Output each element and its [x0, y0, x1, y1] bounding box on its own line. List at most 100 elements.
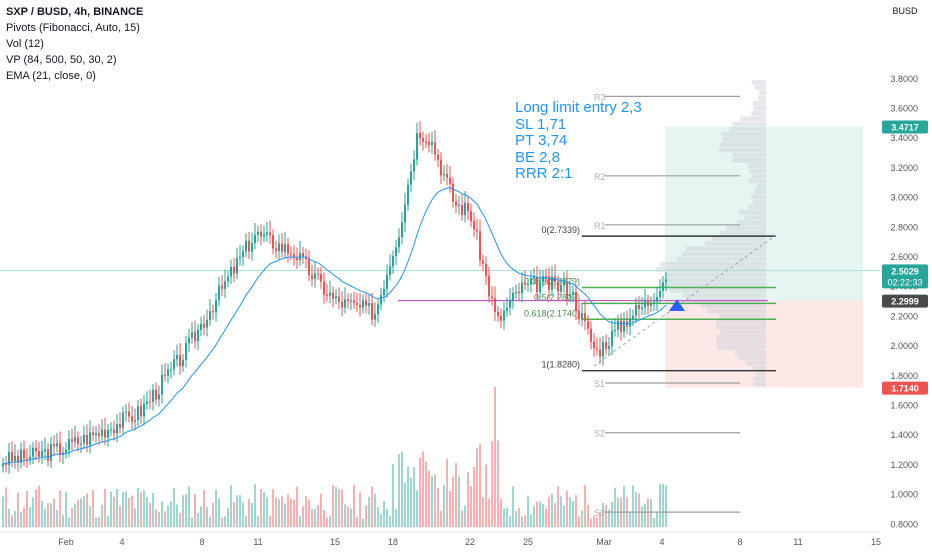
candle-body [566, 281, 568, 297]
candle-body [452, 183, 454, 202]
candle-body [296, 258, 298, 261]
time-tick: 4 [659, 537, 664, 547]
candle-body [263, 234, 265, 237]
time-tick: 8 [199, 537, 204, 547]
volume-bar [161, 501, 163, 527]
volume-bar [341, 489, 343, 527]
price-tick: 2.8000 [890, 222, 918, 232]
volume-bar [638, 493, 640, 527]
symbol-title[interactable]: SXP / BUSD, 4h, BINANCE [6, 6, 144, 18]
volume-bar [287, 494, 289, 527]
candle-body [2, 463, 4, 467]
vp-bar [748, 178, 766, 184]
volume-bar [590, 518, 592, 527]
volume-bar [152, 492, 154, 527]
candle-body [110, 429, 112, 431]
volume-bar [245, 515, 247, 527]
volume-bar [533, 506, 535, 527]
volume-bar [398, 454, 400, 527]
candle-body [503, 310, 505, 321]
volume-bar [509, 515, 511, 527]
vp-bar [752, 173, 766, 179]
candle-body [506, 307, 508, 311]
volume-bar [566, 490, 568, 527]
volume-bar [518, 507, 520, 527]
candle-body [425, 141, 427, 143]
legend-vol[interactable]: Vol (12) [6, 38, 44, 50]
candle-body [551, 276, 553, 290]
vp-bar [750, 194, 766, 200]
candle-body [71, 439, 73, 442]
vp-bar [747, 163, 766, 168]
legend-vp[interactable]: VP (84, 500, 50, 30, 2) [6, 54, 117, 66]
volume-bar [392, 464, 394, 527]
volume-bar [323, 510, 325, 527]
volume-bar [506, 507, 508, 527]
volume-bar [14, 511, 16, 527]
vp-bar [732, 152, 766, 158]
candle-body [227, 276, 229, 282]
volume-bar [413, 467, 415, 527]
volume-bar [203, 490, 205, 527]
candle-body [356, 302, 358, 305]
candle-body [335, 296, 337, 299]
candle-body [365, 300, 367, 306]
volume-bar [206, 507, 208, 527]
volume-bar [512, 486, 514, 527]
volume-bar [377, 507, 379, 527]
candle-body [173, 359, 175, 370]
volume-bar [629, 511, 631, 527]
candle-body [122, 412, 124, 428]
volume-bar [200, 506, 202, 527]
candle-body [440, 159, 442, 176]
volume-bar [227, 508, 229, 527]
vp-bar [734, 350, 766, 355]
vp-bar [754, 85, 766, 90]
volume-bar [428, 470, 430, 527]
candle-body [134, 420, 136, 422]
candle-body [578, 311, 580, 319]
volume-bar [380, 513, 382, 527]
vp-bar [705, 241, 766, 246]
vp-bar [719, 313, 766, 319]
volume-bar [356, 516, 358, 527]
vp-bar [663, 277, 766, 283]
trade-note[interactable]: Long limit entry 2,3 SL 1,71 PT 3,74 BE … [515, 99, 642, 183]
candle-body [500, 315, 502, 321]
candle-body [497, 311, 499, 316]
volume-bar [311, 509, 313, 527]
legend-ema[interactable]: EMA (21, close, 0) [6, 70, 96, 82]
volume-bar [17, 492, 19, 527]
candle-body [194, 332, 196, 342]
volume-bar [176, 504, 178, 527]
candle-body [545, 276, 547, 278]
volume-bar [554, 503, 556, 527]
volume-bar [353, 484, 355, 527]
candle-body [236, 258, 238, 274]
volume-bar [584, 485, 586, 527]
volume-bar [542, 503, 544, 527]
volume-bar [2, 496, 4, 527]
candle-body [593, 341, 595, 349]
candle-body [206, 319, 208, 328]
volume-bar [191, 517, 193, 527]
volume-bar [653, 517, 655, 527]
candle-body [662, 282, 664, 291]
candle-body [581, 313, 583, 319]
vp-bar [655, 267, 766, 272]
candle-body [467, 202, 469, 212]
volume-bar [143, 490, 145, 527]
volume-bar [641, 506, 643, 527]
fib-label: 0.618(2.1740) [524, 308, 580, 318]
volume-bar [284, 503, 286, 527]
time-tick: 25 [523, 537, 533, 547]
volume-bar [659, 484, 661, 527]
vp-bar [748, 204, 766, 210]
volume-bar [563, 505, 565, 527]
price-tick: 1.4000 [890, 430, 918, 440]
legend-pivots[interactable]: Pivots (Fibonacci, Auto, 15) [6, 22, 140, 34]
volume-bar [167, 505, 169, 527]
candle-body [584, 313, 586, 322]
